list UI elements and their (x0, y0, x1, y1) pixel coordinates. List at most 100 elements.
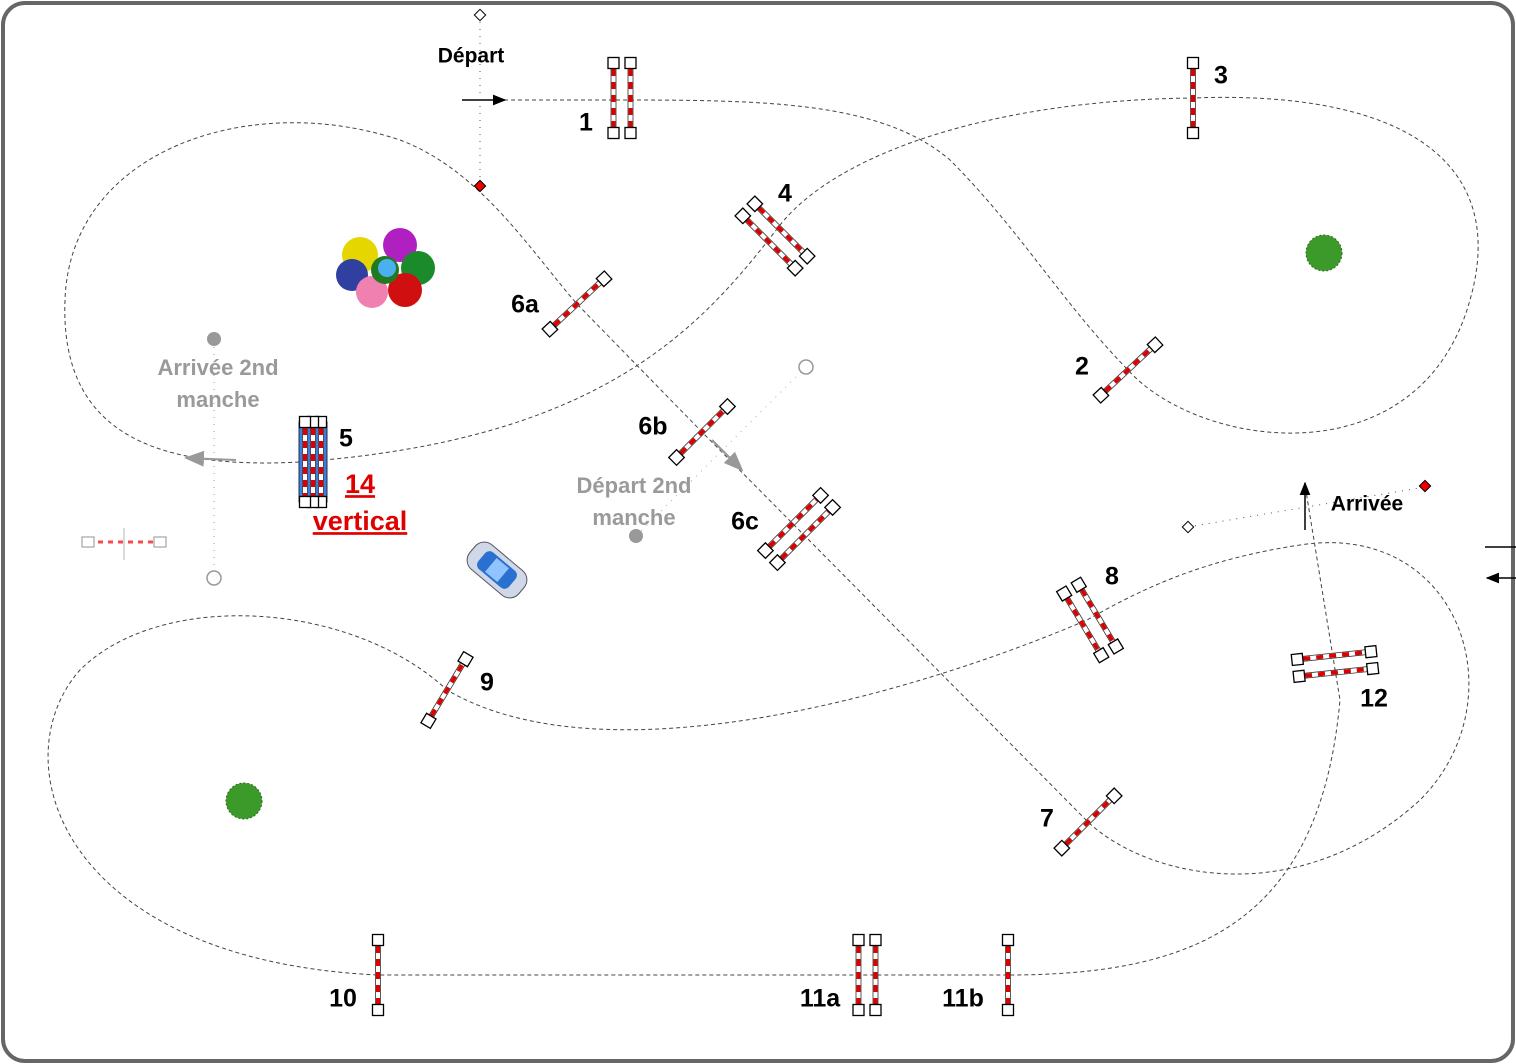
standard (811, 486, 830, 505)
second-start-line (635, 366, 807, 537)
finish-label: Arrivée (1331, 493, 1403, 516)
jump (1001, 933, 1015, 1017)
standard (1055, 585, 1073, 602)
jump-number: 6c (731, 508, 759, 536)
standard (607, 56, 620, 70)
jumps (298, 56, 1380, 1017)
jump (667, 397, 737, 467)
jump-number: 2 (1075, 353, 1089, 381)
pole-stripe (1103, 347, 1153, 393)
start-label: Départ (438, 45, 505, 68)
second-post (206, 570, 222, 586)
standard (1092, 386, 1110, 404)
standard (1105, 787, 1123, 805)
standard (798, 247, 816, 265)
standard (624, 126, 637, 140)
standard (1107, 638, 1125, 655)
standard (1186, 56, 1200, 70)
pole-stripe (745, 218, 793, 266)
standard (852, 933, 865, 947)
start-post (473, 8, 487, 22)
jump (371, 933, 385, 1017)
standard (420, 712, 437, 730)
standard (371, 1003, 385, 1017)
joker-label: vertical (313, 506, 408, 536)
second-post (629, 529, 643, 543)
jump (1053, 787, 1123, 857)
standard (607, 126, 620, 140)
standard (1053, 839, 1071, 857)
standard (1070, 576, 1088, 594)
jump-number: 3 (1214, 62, 1228, 90)
standard (1290, 652, 1305, 667)
jump-number: 6b (638, 413, 667, 441)
jump (1290, 644, 1380, 684)
second-finish-label: manche (176, 387, 259, 412)
standard (1365, 661, 1380, 676)
jump-number: 6a (511, 291, 540, 319)
jump (852, 933, 882, 1017)
pole-stripe (1080, 588, 1115, 643)
standard (624, 56, 637, 70)
joker-number: 14 (345, 469, 375, 499)
standard (541, 320, 559, 338)
jump (420, 650, 474, 730)
standard (718, 397, 737, 416)
pole-stripe (757, 206, 805, 254)
pole-stripe (1064, 798, 1112, 846)
flower-bed (336, 228, 435, 308)
jump-number: 4 (778, 180, 792, 208)
standard (756, 541, 775, 560)
standard (298, 415, 312, 429)
pole-stripe (429, 663, 465, 717)
standard (869, 933, 882, 947)
second-post (207, 332, 221, 346)
standard (1146, 336, 1164, 354)
finish-post (1181, 520, 1195, 534)
pole-stripe (1303, 650, 1366, 661)
jump-number: 10 (329, 985, 357, 1013)
jump (734, 195, 816, 277)
jump (541, 270, 613, 338)
second-finish-label: Arrivée 2nd (157, 355, 278, 380)
car (466, 541, 528, 599)
standard (746, 195, 764, 213)
jump-number: 11a (800, 985, 841, 1013)
jump-number: 1 (579, 109, 593, 137)
tree (225, 782, 263, 820)
pole-stripe (679, 409, 725, 455)
second-post (798, 359, 814, 375)
jump (298, 415, 328, 509)
jump-number: 11b (942, 985, 984, 1013)
standard (786, 259, 804, 277)
second-start-label: Départ 2nd (577, 473, 692, 498)
pole-stripe (780, 510, 830, 560)
standard (734, 207, 752, 225)
standard (298, 495, 312, 509)
finish-post (1418, 479, 1432, 493)
standard (768, 553, 787, 572)
standard (1001, 933, 1015, 947)
standard (595, 270, 613, 288)
standard (823, 498, 842, 517)
pole-stripe (1304, 667, 1367, 678)
standard (667, 448, 686, 467)
jump (607, 56, 637, 140)
jump (1186, 56, 1200, 140)
jump (1092, 336, 1164, 404)
jump-number: 9 (480, 669, 494, 697)
jump (1055, 576, 1125, 664)
jump (756, 486, 842, 572)
standard (1186, 126, 1200, 140)
standard (457, 650, 474, 668)
jump-number: 8 (1105, 563, 1119, 591)
tree (1305, 234, 1343, 272)
second-start-label: manche (592, 505, 675, 530)
standard (1364, 644, 1378, 659)
standard (371, 933, 385, 947)
jump-number: 7 (1040, 805, 1054, 833)
jump-number: 12 (1360, 685, 1388, 713)
standard (1092, 646, 1110, 664)
spare-jump (81, 528, 167, 560)
